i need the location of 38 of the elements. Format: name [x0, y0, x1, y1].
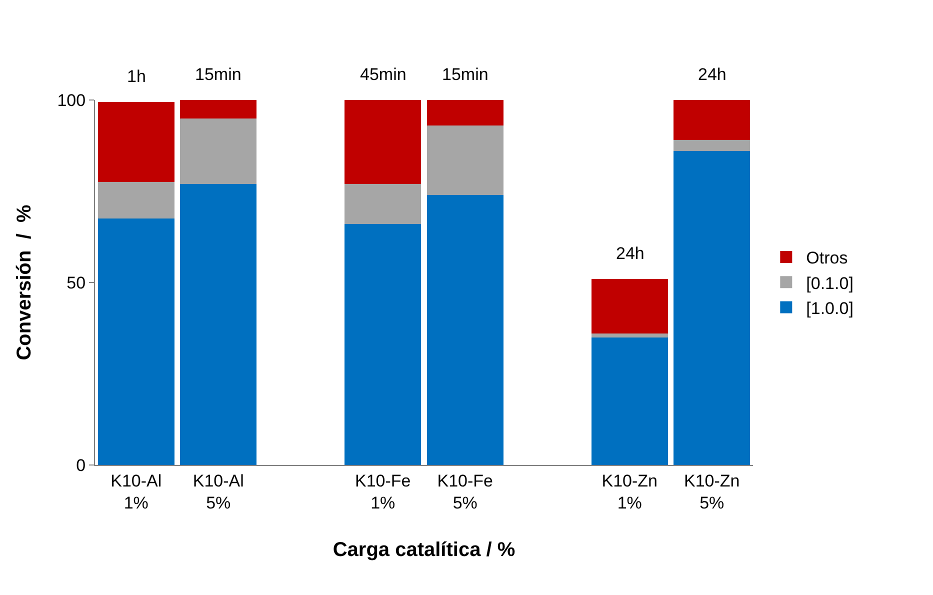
bar: [591, 278, 668, 334]
y-axis-title: Conversión / %: [14, 204, 36, 360]
bar: [426, 100, 504, 126]
x-tick-label: K10-Zn 1%: [602, 471, 658, 512]
annotation: 45min: [360, 65, 406, 84]
annotation: 15min: [442, 65, 488, 84]
legend-label: [0.1.0]: [806, 274, 854, 293]
x-axis-title: Carga catalítica / %: [332, 539, 516, 561]
legend-label: Otros: [806, 248, 848, 268]
annotation: 24h: [616, 244, 644, 263]
bar: [180, 100, 257, 118]
legend-label: [1.0.0]: [806, 298, 854, 318]
bar: [591, 334, 668, 338]
bar: [426, 126, 504, 195]
bar: [180, 184, 257, 465]
y-tick-label: 50: [66, 273, 86, 292]
x-tick-label: K10-Zn 5%: [684, 471, 740, 512]
bar: [674, 140, 750, 152]
x-tick-label: K10-Al 5%: [192, 471, 244, 512]
bar: [98, 218, 174, 465]
bar: [344, 184, 422, 224]
bar: [591, 337, 668, 465]
x-tick-label: K10-Fe 1%: [355, 471, 411, 512]
bar: [674, 100, 750, 140]
bar: [344, 100, 422, 184]
y-tick-label: 100: [57, 90, 86, 110]
bar: [180, 118, 257, 184]
bar: [344, 224, 422, 465]
annotation: 1h: [127, 67, 146, 86]
x-tick-label: K10-Fe 5%: [437, 471, 494, 512]
bar: [426, 194, 504, 465]
annotation: 15min: [195, 65, 242, 84]
y-tick-label: 0: [76, 456, 86, 475]
bar: [98, 182, 174, 219]
annotation: 24h: [698, 65, 726, 84]
bar: [674, 151, 750, 465]
bar: [98, 102, 174, 182]
x-tick-label: K10-Al 1%: [110, 471, 162, 512]
